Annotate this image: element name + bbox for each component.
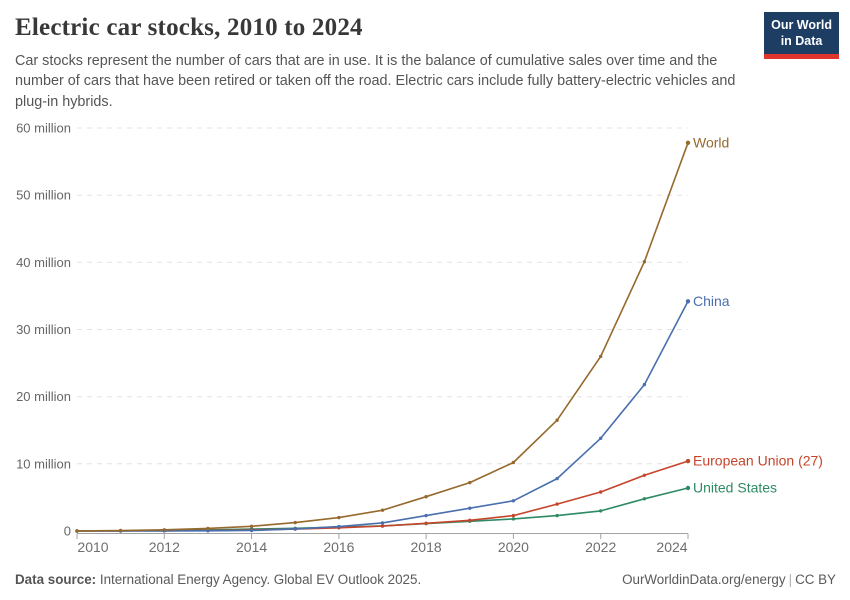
data-point-china: [468, 506, 472, 510]
chart-header: Electric car stocks, 2010 to 2024 Car st…: [15, 14, 755, 112]
data-point-european-union-27: [468, 518, 472, 522]
data-point-united-states: [555, 513, 559, 518]
series-label-united-states[interactable]: United States: [693, 480, 777, 496]
data-point-china: [206, 529, 210, 533]
data-point-european-union-27: [424, 521, 428, 525]
data-point-china: [424, 513, 428, 518]
data-source-label: Data source:: [15, 572, 97, 587]
logo-line2: in Data: [780, 33, 823, 48]
data-point-world: [424, 495, 428, 499]
data-point-world: [642, 260, 647, 264]
y-axis-label: 20 million: [16, 389, 71, 404]
x-axis-label: 2010: [77, 539, 108, 555]
y-axis-label: 60 million: [16, 121, 71, 136]
page-title: Electric car stocks, 2010 to 2024: [15, 14, 363, 41]
footer-separator: |: [788, 572, 793, 587]
data-source: Data source: International Energy Agency…: [15, 572, 421, 587]
x-axis-label: 2012: [149, 539, 180, 555]
x-axis-label: 2016: [323, 539, 354, 555]
data-point-european-union-27: [599, 490, 603, 494]
data-point-european-union-27: [685, 458, 691, 464]
chart-footer: Data source: International Energy Agency…: [15, 572, 836, 587]
data-point-china: [380, 521, 385, 525]
line-china[interactable]: [77, 300, 689, 532]
data-point-china: [599, 436, 603, 440]
license-link[interactable]: CC BY: [795, 572, 836, 587]
data-source-text: International Energy Agency. Global EV O…: [96, 572, 422, 587]
x-axis-label: 2014: [236, 539, 267, 555]
x-axis-label: 2020: [498, 539, 529, 555]
data-point-china: [249, 528, 254, 533]
data-point-united-states: [685, 485, 691, 491]
data-point-world: [685, 140, 691, 145]
data-point-european-union-27: [642, 473, 647, 477]
data-point-china: [685, 299, 691, 304]
footer-links: OurWorldinData.org/energy | CC BY: [622, 572, 836, 587]
y-axis-label: 40 million: [16, 255, 71, 270]
data-point-world: [118, 528, 123, 533]
data-point-china: [511, 499, 516, 503]
line-world[interactable]: [76, 142, 689, 532]
data-point-united-states: [511, 517, 516, 521]
chart-subtitle: Car stocks represent the number of cars …: [15, 53, 736, 110]
data-point-world: [206, 526, 210, 531]
x-axis-label: 2024: [656, 539, 687, 555]
data-point-world: [468, 480, 472, 485]
data-point-world: [337, 515, 341, 520]
data-point-china: [293, 527, 297, 531]
data-point-world: [162, 528, 166, 532]
data-point-china: [555, 476, 559, 481]
y-axis-label: 50 million: [16, 188, 71, 203]
data-point-world: [599, 354, 603, 359]
data-point-china: [642, 382, 647, 387]
x-axis-label: 2018: [411, 539, 442, 555]
data-point-world: [511, 460, 516, 465]
data-point-united-states: [599, 509, 603, 513]
logo-line1: Our World: [771, 18, 832, 32]
data-point-world: [75, 529, 79, 533]
data-point-world: [293, 520, 297, 525]
data-point-european-union-27: [511, 513, 516, 518]
data-point-world: [555, 418, 559, 422]
line-european-union-27[interactable]: [76, 460, 689, 532]
series-label-china[interactable]: China: [693, 293, 730, 309]
data-point-world: [380, 508, 385, 512]
owid-url-link[interactable]: OurWorldinData.org/energy: [622, 572, 786, 587]
data-point-european-union-27: [380, 524, 385, 528]
data-point-world: [249, 524, 254, 528]
series-label-european-union-27[interactable]: European Union (27): [693, 453, 823, 469]
data-point-european-union-27: [555, 502, 559, 506]
y-axis-label: 0: [64, 524, 71, 539]
data-point-china: [337, 524, 341, 529]
owid-logo: Our World in Data: [764, 12, 839, 59]
x-axis-label: 2022: [585, 539, 616, 555]
series-label-world[interactable]: World: [693, 134, 729, 150]
y-axis-label: 30 million: [16, 322, 71, 337]
y-axis-label: 10 million: [16, 456, 71, 471]
data-point-united-states: [642, 497, 647, 501]
